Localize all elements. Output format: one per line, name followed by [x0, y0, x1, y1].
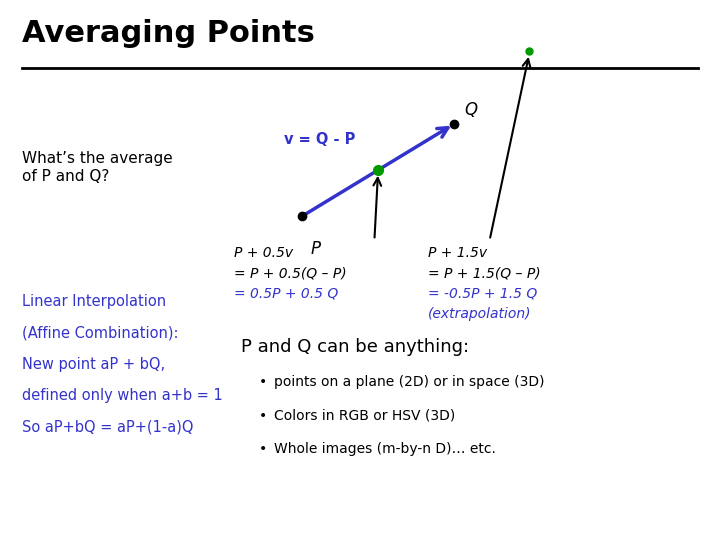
Text: Q: Q	[464, 101, 477, 119]
Text: Colors in RGB or HSV (3D): Colors in RGB or HSV (3D)	[274, 409, 455, 423]
Text: v = Q - P: v = Q - P	[284, 132, 356, 147]
Text: P and Q can be anything:: P and Q can be anything:	[241, 338, 469, 355]
Text: Averaging Points: Averaging Points	[22, 19, 315, 48]
Text: P: P	[311, 240, 321, 258]
Text: points on a plane (2D) or in space (3D): points on a plane (2D) or in space (3D)	[274, 375, 544, 389]
Text: P + 1.5v: P + 1.5v	[428, 246, 487, 260]
Text: •: •	[259, 442, 267, 456]
Text: P + 0.5v: P + 0.5v	[234, 246, 293, 260]
Text: Whole images (m-by-n D)… etc.: Whole images (m-by-n D)… etc.	[274, 442, 495, 456]
Text: = 0.5P + 0.5 Q: = 0.5P + 0.5 Q	[234, 287, 338, 301]
Text: Linear Interpolation: Linear Interpolation	[22, 294, 166, 309]
Text: •: •	[259, 409, 267, 423]
Text: What’s the average
of P and Q?: What’s the average of P and Q?	[22, 151, 172, 184]
Text: = P + 0.5(Q – P): = P + 0.5(Q – P)	[234, 266, 346, 280]
Text: New point aP + bQ,: New point aP + bQ,	[22, 357, 165, 372]
Text: So aP+bQ = aP+(1-a)Q: So aP+bQ = aP+(1-a)Q	[22, 420, 193, 435]
Text: = -0.5P + 1.5 Q: = -0.5P + 1.5 Q	[428, 287, 538, 301]
Text: •: •	[259, 375, 267, 389]
Text: = P + 1.5(Q – P): = P + 1.5(Q – P)	[428, 266, 541, 280]
Text: (extrapolation): (extrapolation)	[428, 307, 532, 321]
Text: defined only when a+b = 1: defined only when a+b = 1	[22, 388, 222, 403]
Text: (Affine Combination):: (Affine Combination):	[22, 326, 178, 341]
